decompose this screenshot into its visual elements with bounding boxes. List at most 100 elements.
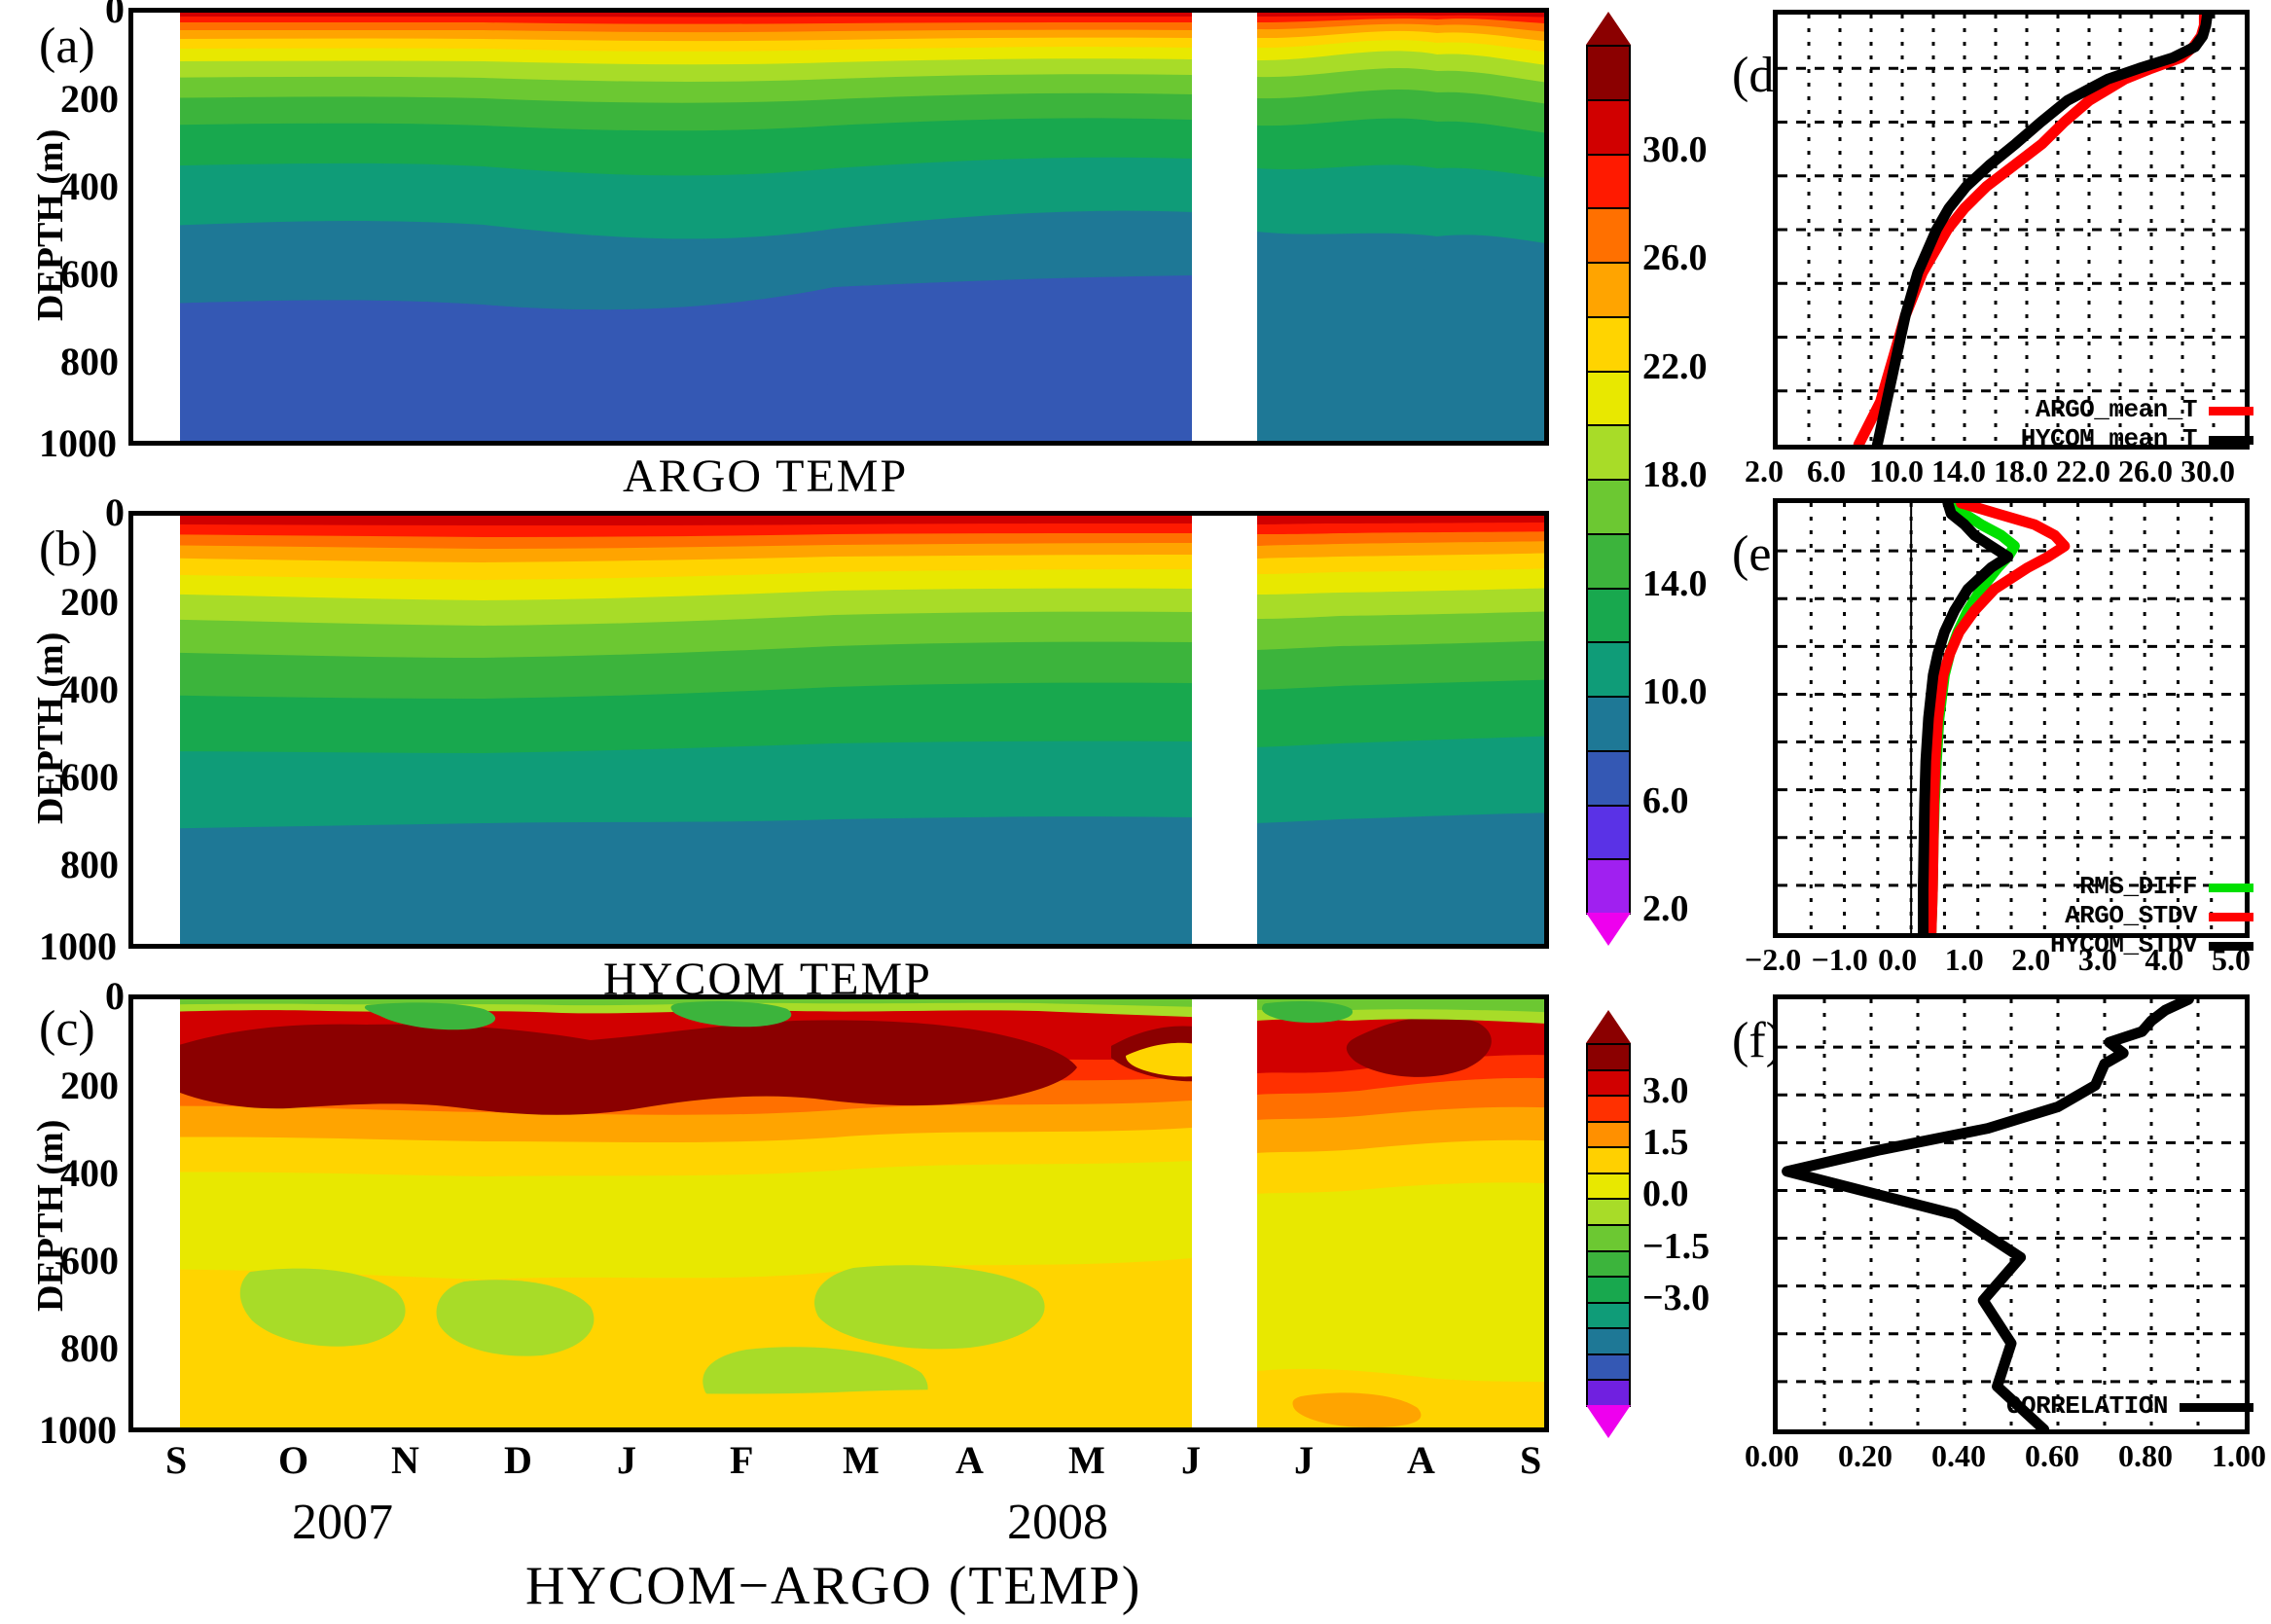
colorbar-cell-0-4 <box>1586 262 1631 316</box>
panel-a-ytick-400: 400 <box>60 164 119 208</box>
colorbar-cell-1-0 <box>1586 1043 1631 1069</box>
colorbar-difference <box>1586 1043 1631 1407</box>
colorbar-cell-1-6 <box>1586 1198 1631 1224</box>
colorbar-cell-1-11 <box>1586 1327 1631 1353</box>
year-label-2007: 2007 <box>292 1495 393 1550</box>
colorbar-cell-0-11 <box>1586 641 1631 696</box>
colorbar-label-0-2: 22.0 <box>1642 345 1708 387</box>
xtick-pd-xticks-5: 22.0 <box>2056 453 2110 488</box>
legend-label-pd-legend-0: ARGO_mean_T <box>2035 395 2198 424</box>
colorbar-cell-0-7 <box>1586 424 1631 479</box>
legend-swatch-pd-legend-0 <box>2209 407 2253 415</box>
panel-c-ytick-1000: 1000 <box>39 1408 117 1452</box>
xtick-pd-xticks-3: 14.0 <box>1931 453 1986 488</box>
legend-swatch-pe-legend-1 <box>2209 913 2253 921</box>
colorbar-cell-1-10 <box>1586 1301 1631 1328</box>
colorbar-cell-0-6 <box>1586 370 1631 425</box>
colorbar-cell-1-2 <box>1586 1095 1631 1121</box>
legend-label-pd-legend-1: HYCOM_mean_T <box>2020 424 2198 453</box>
panel-e-plot <box>1773 498 2250 938</box>
month-label-5: F <box>730 1438 754 1482</box>
colorbar-label-1-0: 3.0 <box>1642 1070 1689 1112</box>
colorbar-label-0-7: 2.0 <box>1642 888 1689 929</box>
colorbar-cell-1-12 <box>1586 1353 1631 1380</box>
month-label-0: S <box>165 1438 188 1482</box>
panel-c-ytick-200: 200 <box>60 1064 119 1107</box>
panel-b-ytick-400: 400 <box>60 668 119 711</box>
panel-a-ytick-0: 0 <box>105 0 125 31</box>
panel-c-ytick-0: 0 <box>105 974 125 1018</box>
panel-c-ytick-800: 800 <box>60 1326 119 1370</box>
xtick-pe-xticks-1: −1.0 <box>1811 942 1868 977</box>
month-label-6: M <box>843 1438 880 1482</box>
month-label-8: M <box>1068 1438 1105 1482</box>
panel-a-ytick-1000: 1000 <box>39 421 117 465</box>
panel-b-tag: (b) <box>39 522 98 577</box>
panel-c-plot <box>128 994 1549 1432</box>
year-label-2008: 2008 <box>1007 1495 1108 1550</box>
panel-d-lines <box>1778 15 2245 445</box>
colorbar-label-0-4: 14.0 <box>1642 562 1708 604</box>
xtick-pd-xticks-0: 2.0 <box>1745 453 1784 488</box>
colorbar-cell-0-14 <box>1586 804 1631 859</box>
xtick-pf-xticks-2: 0.40 <box>1931 1438 1986 1473</box>
colorbar-cell-0-0 <box>1586 45 1631 99</box>
month-label-4: J <box>617 1438 636 1482</box>
colorbar-cell-0-12 <box>1586 696 1631 750</box>
colorbar-label-0-6: 6.0 <box>1642 779 1689 821</box>
xtick-pe-xticks-5: 3.0 <box>2077 942 2117 977</box>
xtick-pf-xticks-0: 0.00 <box>1745 1438 1799 1473</box>
legend-label-pe-legend-1: ARGO_STDV <box>2065 901 2197 930</box>
panel-b-contours <box>180 516 1544 944</box>
colorbar-temperature <box>1586 45 1631 915</box>
panel-a-contours <box>180 13 1544 441</box>
panel-c-ytick-600: 600 <box>60 1239 119 1282</box>
xtick-pd-xticks-7: 30.0 <box>2181 453 2235 488</box>
colorbar-cell-0-1 <box>1586 98 1631 154</box>
xtick-pd-xticks-4: 18.0 <box>1994 453 2048 488</box>
month-label-2: N <box>391 1438 419 1482</box>
panel-e-lines <box>1778 503 2245 933</box>
colorbar-cell-1-7 <box>1586 1224 1631 1250</box>
legend-label-pe-legend-0: RMS_DIFF <box>2079 872 2197 901</box>
colorbar-label-0-3: 18.0 <box>1642 454 1708 495</box>
colorbar-cell-1-4 <box>1586 1146 1631 1173</box>
colorbar-label-0-5: 10.0 <box>1642 671 1708 712</box>
colorbar-label-1-2: 0.0 <box>1642 1173 1689 1215</box>
xtick-pe-xticks-3: 1.0 <box>1944 942 1984 977</box>
legend-swatch-pf-legend-0 <box>2180 1403 2253 1412</box>
panel-a-ytick-800: 800 <box>60 340 119 383</box>
xtick-pe-xticks-4: 2.0 <box>2011 942 2051 977</box>
panel-b-ytick-0: 0 <box>105 490 125 534</box>
colorbar-under-arrow-0 <box>1586 913 1631 946</box>
month-label-3: D <box>504 1438 532 1482</box>
colorbar-label-1-1: 1.5 <box>1642 1122 1689 1164</box>
panel-a-tag: (a) <box>39 18 95 74</box>
colorbar-cell-0-9 <box>1586 532 1631 588</box>
panel-f-plot <box>1773 994 2250 1434</box>
month-label-1: O <box>278 1438 309 1482</box>
xtick-pe-xticks-2: 0.0 <box>1878 942 1918 977</box>
panel-a-subtitle: ARGO TEMP <box>623 451 909 502</box>
xtick-pf-xticks-4: 0.80 <box>2118 1438 2173 1473</box>
colorbar-label-0-0: 30.0 <box>1642 128 1708 170</box>
colorbar-cell-1-3 <box>1586 1120 1631 1147</box>
panel-f-lines <box>1778 999 2245 1429</box>
colorbar-label-1-3: −1.5 <box>1642 1225 1711 1267</box>
month-label-10: J <box>1294 1438 1314 1482</box>
panel-c-ytick-400: 400 <box>60 1151 119 1195</box>
xtick-pf-xticks-1: 0.20 <box>1838 1438 1892 1473</box>
xtick-pf-xticks-3: 0.60 <box>2025 1438 2079 1473</box>
colorbar-cell-0-8 <box>1586 479 1631 533</box>
panel-b-plot <box>128 511 1549 949</box>
panel-a-ytick-200: 200 <box>60 77 119 121</box>
colorbar-label-0-1: 26.0 <box>1642 237 1708 278</box>
colorbar-cell-0-15 <box>1586 858 1631 913</box>
colorbar-label-1-4: −3.0 <box>1642 1277 1711 1318</box>
colorbar-cell-1-1 <box>1586 1068 1631 1096</box>
panel-b-ytick-600: 600 <box>60 755 119 799</box>
colorbar-cell-0-13 <box>1586 749 1631 805</box>
xtick-pd-xticks-2: 10.0 <box>1869 453 1924 488</box>
xtick-pe-xticks-6: 4.0 <box>2145 942 2184 977</box>
legend-label-pf-legend-0: CORRELATION <box>2005 1391 2169 1421</box>
